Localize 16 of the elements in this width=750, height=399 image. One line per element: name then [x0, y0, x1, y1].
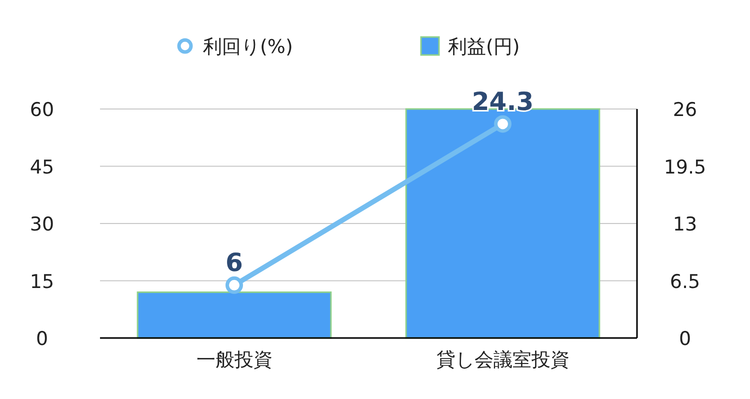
y-tick-label: 60: [30, 99, 54, 121]
y2-tick-label: 13: [672, 214, 698, 236]
y2-tick-label: 0: [678, 328, 692, 350]
data-label: 24.3: [472, 86, 534, 116]
y-tick-label: 15: [30, 270, 54, 293]
x-tick-label: 貸し会議室投資: [436, 349, 570, 371]
y2-tick-label: 26: [672, 99, 698, 121]
y-tick-label: 45: [30, 156, 54, 178]
y2-tick-label: 19.5: [664, 156, 706, 178]
x-tick-label: 一般投資: [196, 349, 272, 371]
data-label: 6: [226, 248, 243, 278]
y-tick-label: 30: [30, 214, 54, 236]
y-tick-label: 0: [36, 328, 48, 350]
legend-label: 利回り(%): [203, 36, 293, 58]
legend-label: 利益(円): [448, 36, 520, 58]
y2-tick-label: 6.5: [670, 270, 700, 293]
